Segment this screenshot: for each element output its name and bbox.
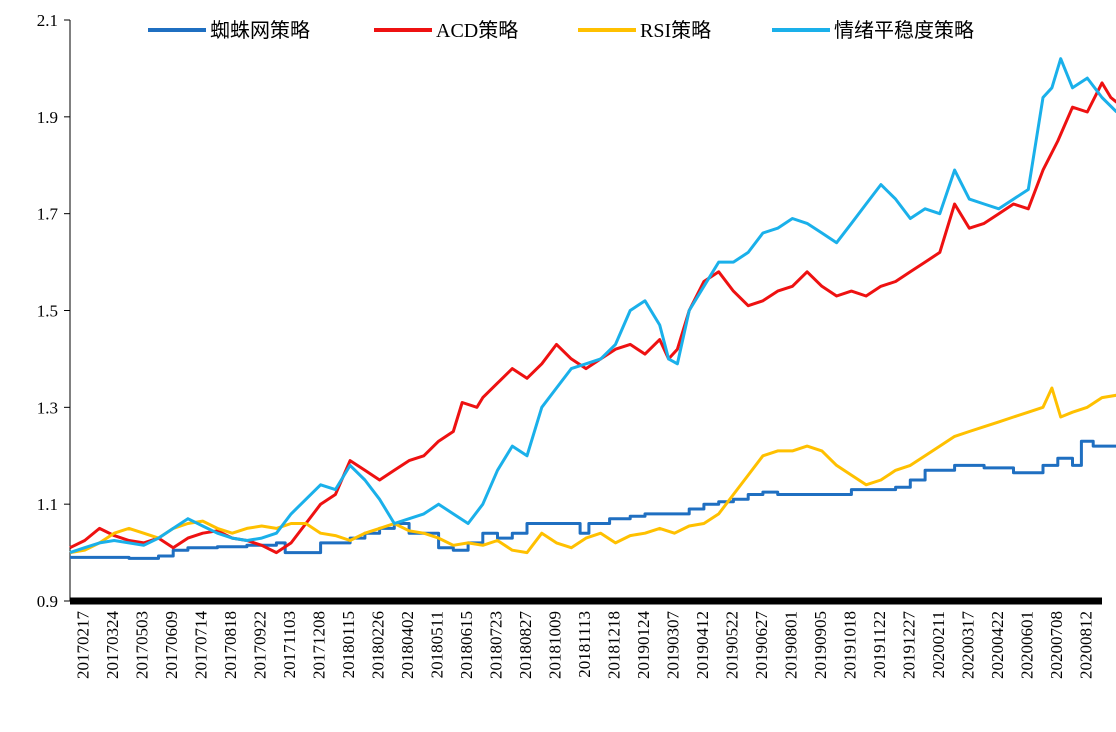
x-tick-label: 20200317	[958, 610, 977, 679]
y-tick-label: 1.7	[37, 205, 59, 224]
x-tick-label: 20200211	[929, 611, 948, 678]
legend-label: ACD策略	[436, 19, 518, 42]
x-tick-label: 20181218	[604, 611, 623, 679]
x-tick-label: 20191018	[840, 611, 859, 679]
x-tick-label: 20190627	[752, 611, 771, 680]
x-tick-label: 20180615	[457, 611, 476, 679]
y-tick-label: 1.1	[37, 495, 58, 514]
legend-label: RSI策略	[640, 19, 711, 42]
x-tick-label: 20180723	[487, 611, 506, 679]
y-axis: 0.9 1.1 1.3 1.5 1.7 1.9 2.1	[37, 11, 71, 611]
x-tick-label: 20170922	[251, 611, 270, 679]
x-tick-label: 20170609	[162, 611, 181, 679]
y-tick-label: 1.9	[37, 108, 58, 127]
y-tick-label: 0.9	[37, 592, 58, 611]
legend-label: 情绪平稳度策略	[834, 19, 974, 42]
x-tick-label: 20170217	[74, 611, 93, 680]
x-tick-label: 20190522	[722, 611, 741, 679]
x-tick-label: 20190412	[693, 611, 712, 679]
x-tick-label: 20200708	[1047, 611, 1066, 679]
x-tick-label: 20181113	[575, 611, 594, 678]
x-tick-label: 20200422	[988, 611, 1007, 679]
legend: 蜘蛛网策略 ACD策略 RSI策略 情绪平稳度策略	[148, 19, 974, 42]
x-tick-label: 20200601	[1017, 611, 1036, 679]
x-tick-label: 20180226	[369, 611, 388, 679]
x-tick-label: 20170714	[192, 611, 211, 680]
x-tick-label: 20180511	[428, 611, 447, 678]
x-tick-label: 20191227	[899, 611, 918, 680]
x-tick-label: 20180827	[516, 611, 535, 680]
series-layer	[69, 57, 1116, 560]
x-tick-label: 20171208	[310, 611, 329, 679]
legend-label: 蜘蛛网策略	[210, 19, 310, 42]
series-line-2	[69, 81, 1116, 555]
x-tick-label: 20170818	[221, 611, 240, 679]
x-tick-label: 20170503	[133, 611, 152, 679]
y-tick-label: 1.3	[37, 398, 58, 417]
x-tick-label: 20181009	[546, 611, 565, 679]
x-tick-label: 20180402	[398, 611, 417, 679]
x-tick-label: 20171103	[280, 611, 299, 678]
x-tick-label: 20190801	[781, 611, 800, 679]
x-tick-label: 20180115	[339, 611, 358, 678]
x-tick-label: 20190905	[811, 611, 830, 679]
y-tick-label: 1.5	[37, 302, 58, 321]
x-tick-label: 20191122	[870, 611, 889, 678]
x-axis: 20170217 20170324 20170503 20170609 20170714…	[70, 597, 1102, 680]
series-line-4	[69, 57, 1116, 555]
x-tick-label: 20190124	[634, 611, 653, 680]
x-tick-label: 20200812	[1076, 611, 1095, 679]
x-tick-label: 20190307	[663, 611, 682, 680]
y-tick-label: 2.1	[37, 11, 58, 30]
x-tick-label: 20170324	[103, 611, 122, 680]
series-line-3	[69, 386, 1116, 555]
series-line-1	[70, 439, 1116, 560]
